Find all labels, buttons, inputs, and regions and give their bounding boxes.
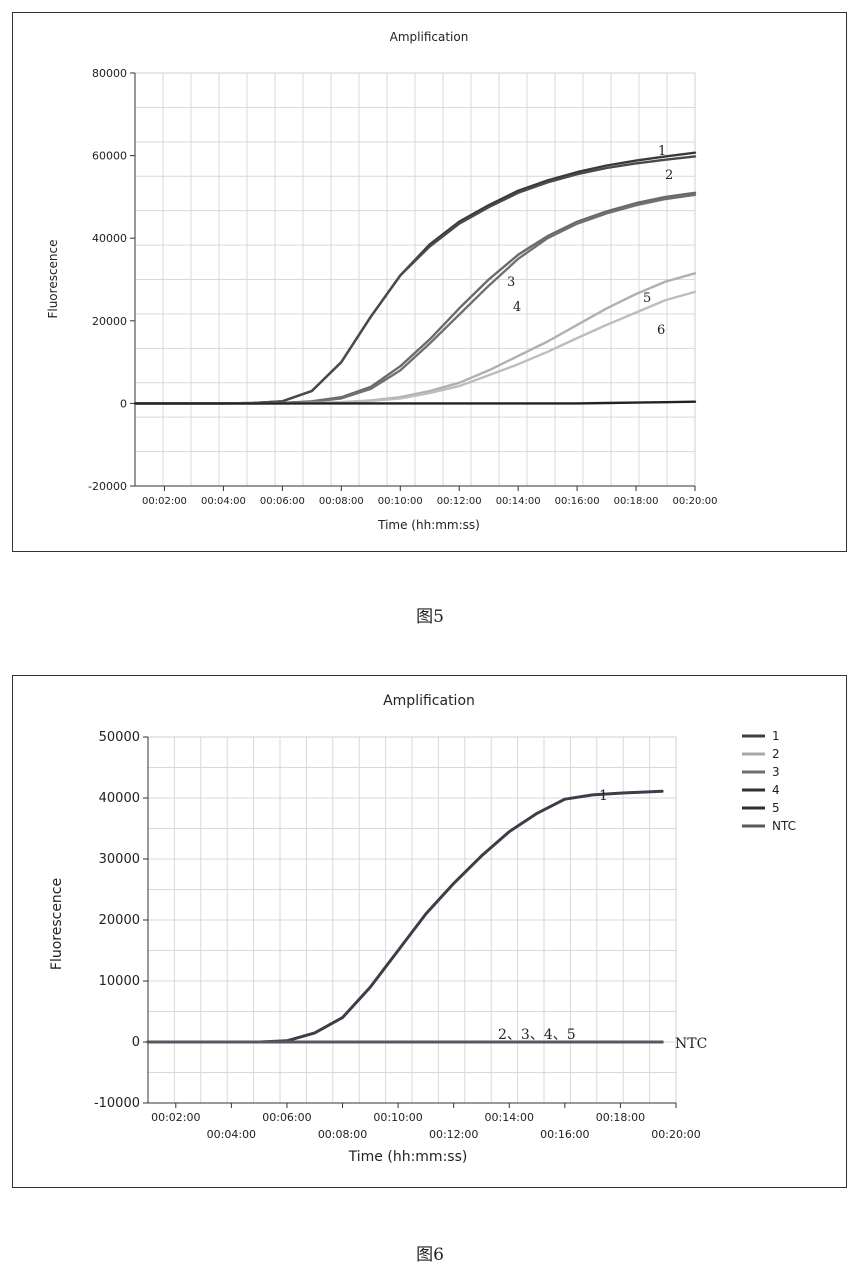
chart-title: Amplification [390, 30, 469, 44]
x-tick-label: 00:10:00 [378, 496, 423, 507]
x-tick-label: 00:18:00 [596, 1111, 645, 1124]
x-tick-label: 00:06:00 [260, 496, 305, 507]
x-tick-label: 00:16:00 [555, 496, 600, 507]
y-tick-label: 30000 [99, 852, 140, 867]
x-tick-label: 00:08:00 [319, 496, 364, 507]
y-tick-label: 0 [132, 1035, 140, 1050]
curve-annotation-2: 2 [665, 168, 673, 183]
x-axis-label: Time (hh:mm:ss) [348, 1149, 468, 1165]
curve-annotation-5: 5 [643, 291, 651, 306]
y-axis-label: Fluorescence [46, 239, 60, 318]
legend-label-3: 3 [772, 765, 780, 779]
figure-6-chart: 50000 40000 30000 20000 10000 0 -10000 00:02:00… [49, 693, 796, 1165]
figure-5-chart: 80000 60000 40000 20000 0 -20000 00:02:00 00:04… [46, 30, 718, 532]
legend-label-2: 2 [772, 747, 780, 761]
curve-annotation-ntc: NTC [675, 1036, 707, 1052]
figure-6-panel: 50000 40000 30000 20000 10000 0 -10000 00:02:00… [12, 675, 847, 1188]
gridlines [135, 73, 695, 486]
legend: 1 2 3 4 5 NTC [742, 729, 796, 833]
chart-title: Amplification [383, 693, 475, 709]
y-tick-label: 0 [120, 397, 127, 410]
y-tick-label: 20000 [99, 913, 140, 928]
x-axis-label: Time (hh:mm:ss) [377, 518, 480, 532]
x-tick-label: 00:14:00 [496, 496, 541, 507]
curve-annotation-4: 4 [513, 300, 521, 315]
x-tick-label: 00:04:00 [207, 1128, 256, 1141]
y-tick-label: 40000 [92, 232, 127, 245]
x-tick-label: 00:18:00 [614, 496, 659, 507]
x-tick-label: 00:12:00 [429, 1128, 478, 1141]
x-tick-label: 00:06:00 [262, 1111, 311, 1124]
x-tick-label: 00:02:00 [142, 496, 187, 507]
x-tick-label: 00:10:00 [373, 1111, 422, 1124]
y-tick-label: 60000 [92, 150, 127, 163]
x-tick-label: 00:20:00 [673, 496, 718, 507]
y-axis-label: Fluorescence [49, 878, 65, 970]
figure-6-caption: 图6 [416, 1245, 444, 1265]
x-tick-label: 00:14:00 [485, 1111, 534, 1124]
x-tick-label: 00:08:00 [318, 1128, 367, 1141]
curve-annotation-3: 3 [507, 275, 515, 290]
series-line-baseline [133, 400, 697, 405]
curve-annotation-6: 6 [657, 323, 665, 338]
y-tick-label: -20000 [88, 480, 127, 493]
y-tick-label: 20000 [92, 315, 127, 328]
legend-label-1: 1 [772, 729, 780, 743]
x-tick-label: 00:04:00 [201, 496, 246, 507]
y-tick-label: 50000 [99, 730, 140, 745]
curve-annotation-1: 1 [599, 788, 608, 804]
figure-5-panel: 80000 60000 40000 20000 0 -20000 00:02:00 00:04… [12, 12, 847, 552]
figure-5-caption: 图5 [416, 607, 444, 627]
y-tick-label: -10000 [94, 1096, 140, 1111]
gridlines [148, 737, 676, 1103]
legend-label-4: 4 [772, 783, 780, 797]
x-tick-label: 00:16:00 [540, 1128, 589, 1141]
x-tick-label: 00:20:00 [651, 1128, 700, 1141]
curve-annotation-2-5: 2、3、4、5 [498, 1027, 576, 1043]
y-tick-label: 40000 [99, 791, 140, 806]
legend-label-NTC: NTC [772, 819, 796, 833]
y-tick-label: 10000 [99, 974, 140, 989]
curve-annotation-1: 1 [658, 144, 666, 159]
x-tick-label: 00:12:00 [437, 496, 482, 507]
legend-label-5: 5 [772, 801, 780, 815]
y-tick-label: 80000 [92, 67, 127, 80]
x-tick-label: 00:02:00 [151, 1111, 200, 1124]
